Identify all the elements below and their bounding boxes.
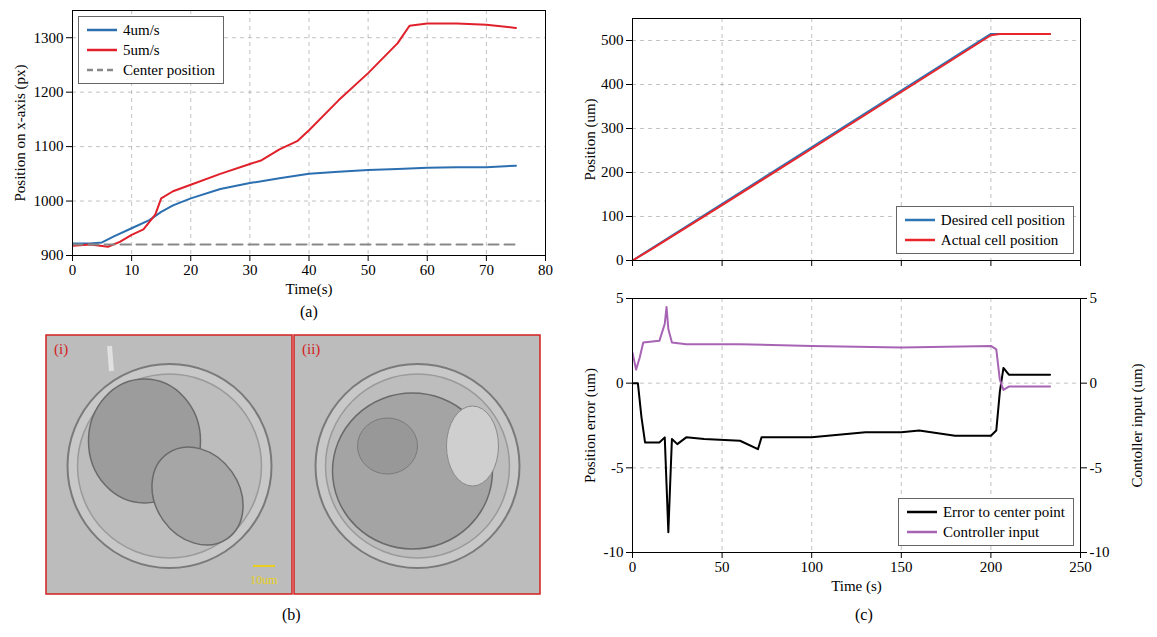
svg-text:1000: 1000 <box>34 193 64 209</box>
svg-text:Position on x-axis (px): Position on x-axis (px) <box>12 64 29 201</box>
svg-text:(ii): (ii) <box>302 341 320 358</box>
svg-text:900: 900 <box>41 247 64 263</box>
svg-text:5: 5 <box>1090 290 1098 306</box>
svg-text:Position error (um): Position error (um) <box>582 368 599 483</box>
svg-text:0: 0 <box>1090 375 1098 391</box>
svg-text:10: 10 <box>124 262 139 278</box>
svg-text:-5: -5 <box>1090 460 1103 476</box>
html-text:4um/s: 4um/s <box>123 22 160 38</box>
svg-text:200: 200 <box>980 559 1003 575</box>
svg-text:40: 40 <box>302 262 317 278</box>
svg-text:50: 50 <box>361 262 376 278</box>
svg-text:100: 100 <box>601 208 624 224</box>
svg-text:Contoller input (um): Contoller input (um) <box>1129 363 1146 487</box>
svg-text:-10: -10 <box>1090 544 1110 560</box>
html-text:(b): (b) <box>282 606 301 623</box>
svg-text:0: 0 <box>629 559 637 575</box>
svg-text:Time (s): Time (s) <box>831 578 882 595</box>
svg-text:1300: 1300 <box>34 30 64 46</box>
svg-text:20: 20 <box>183 262 198 278</box>
svg-text:250: 250 <box>1069 559 1092 575</box>
svg-text:-10: -10 <box>604 544 624 560</box>
svg-text:0: 0 <box>616 252 624 268</box>
svg-text:300: 300 <box>601 120 624 136</box>
svg-text:50: 50 <box>715 559 730 575</box>
svg-text:-5: -5 <box>611 460 624 476</box>
svg-text:1200: 1200 <box>34 84 64 100</box>
html-text:Error to center point: Error to center point <box>943 504 1065 520</box>
svg-text:0: 0 <box>69 262 77 278</box>
svg-text:10um: 10um <box>250 573 278 587</box>
html-text:Center position: Center position <box>123 62 216 78</box>
svg-text:30: 30 <box>242 262 257 278</box>
svg-text:150: 150 <box>890 559 913 575</box>
svg-text:80: 80 <box>538 262 553 278</box>
svg-text:100: 100 <box>800 559 823 575</box>
html-text:5um/s: 5um/s <box>123 42 160 58</box>
html-text:Actual cell position: Actual cell position <box>940 232 1059 248</box>
svg-text:60: 60 <box>420 262 435 278</box>
svg-text:Position (um): Position (um) <box>582 98 599 180</box>
html-text:(c): (c) <box>855 606 873 623</box>
svg-text:200: 200 <box>601 164 624 180</box>
html-text:Desired cell position: Desired cell position <box>940 212 1065 228</box>
html-text:(a): (a) <box>300 303 318 320</box>
svg-text:500: 500 <box>601 32 624 48</box>
svg-text:Time(s): Time(s) <box>286 281 333 298</box>
svg-text:1100: 1100 <box>34 138 63 154</box>
svg-text:70: 70 <box>479 262 494 278</box>
svg-text:(i): (i) <box>54 341 68 358</box>
svg-text:0: 0 <box>616 375 624 391</box>
svg-text:5: 5 <box>616 290 624 306</box>
html-text:Controller input: Controller input <box>943 524 1040 540</box>
svg-text:400: 400 <box>601 76 624 92</box>
